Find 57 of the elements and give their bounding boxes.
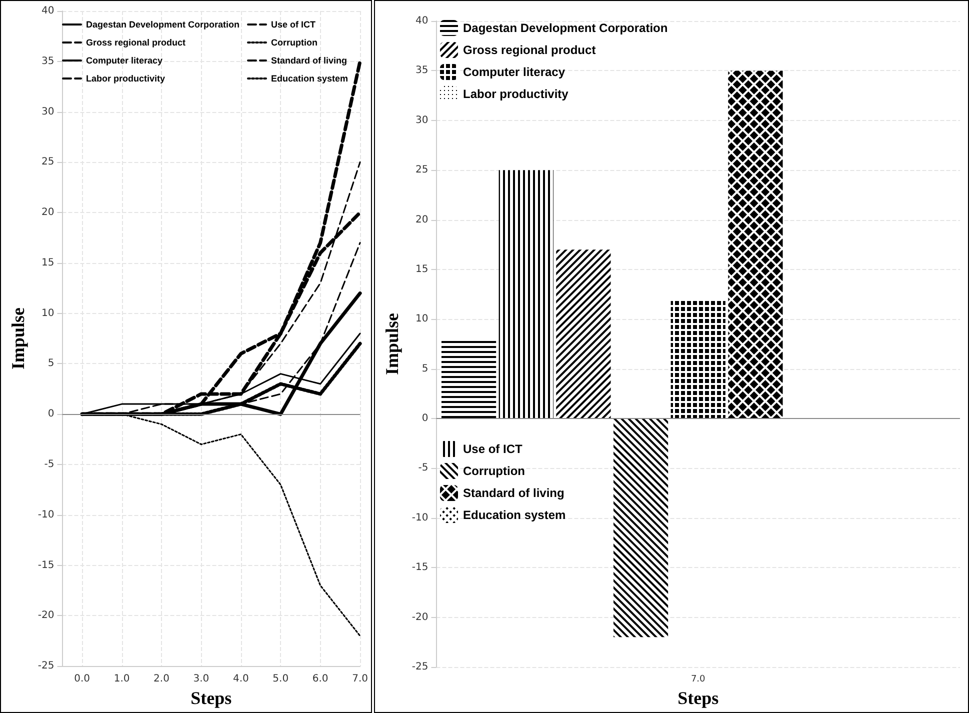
y-tick-label: 0 [422,413,428,424]
y-tick-label: 25 [416,164,428,176]
y-axis-title: Impulse [382,312,402,376]
legend-label: Dagestan Development Corporation [463,21,668,35]
x-tick-label: 0.0 [74,674,90,685]
y-tick-label: -20 [38,610,54,622]
y-tick-label: -5 [418,462,428,474]
y-tick-label: 30 [416,114,428,126]
legend-label: Standard of living [271,56,348,66]
y-tick-label: -10 [38,509,54,520]
y-tick-label: 10 [416,314,428,325]
y-tick-label: -25 [38,660,54,672]
y-tick-label: 40 [42,6,54,16]
x-tick-label: 5.0 [272,674,289,685]
y-tick-label: 15 [42,257,54,268]
legend-label: Corruption [463,464,525,478]
y-tick-label: -15 [38,560,54,571]
y-tick-label: 5 [422,363,428,374]
legend-label: Standard of living [463,486,564,500]
y-tick-label: 15 [416,264,428,275]
legend-label: Gross regional product [86,38,186,48]
y-axis-title: Impulse [8,308,28,370]
legend-label: Education system [271,74,348,84]
y-tick-label: -20 [412,612,428,623]
y-tick-label: -15 [412,562,428,574]
y-tick-label: 0 [48,408,54,420]
x-tick-label: 7.0 [690,674,706,684]
y-tick-label: 35 [42,56,54,67]
y-tick-label: 30 [42,106,54,118]
x-tick-label: 2.0 [154,674,170,685]
legend-label: Computer literacy [86,56,163,66]
y-tick-label: 5 [48,358,54,370]
y-tick-label: 35 [416,65,428,76]
y-tick-label: -10 [412,512,428,524]
x-axis-title: Steps [678,688,719,708]
y-tick-label: 10 [42,308,54,319]
y-tick-label: -5 [44,459,54,470]
legend-label: Gross regional product [463,43,596,57]
legend-label: Education system [463,508,566,522]
x-tick-label: 3.0 [193,674,210,685]
legend-label: Use of ICT [463,442,524,456]
y-tick-label: 25 [42,156,54,168]
legend-label: Labor productivity [463,87,569,101]
y-tick-label: 20 [42,207,54,218]
y-tick-label: -25 [412,662,428,672]
x-tick-label: 1.0 [114,674,130,685]
x-tick-label: 6.0 [312,674,328,685]
legend-label: Dagestan Development Corporation [86,20,240,30]
legend-label: Labor productivity [86,74,166,84]
legend-label: Use of ICT [271,20,316,30]
legend-label: Corruption [271,38,318,48]
x-axis-title: Steps [190,688,232,708]
legend-label: Computer literacy [463,65,566,79]
y-tick-label: 40 [416,16,428,26]
x-tick-label: 4.0 [232,674,249,685]
y-tick-label: 20 [416,214,428,226]
x-tick-label: 7.0 [352,674,368,685]
